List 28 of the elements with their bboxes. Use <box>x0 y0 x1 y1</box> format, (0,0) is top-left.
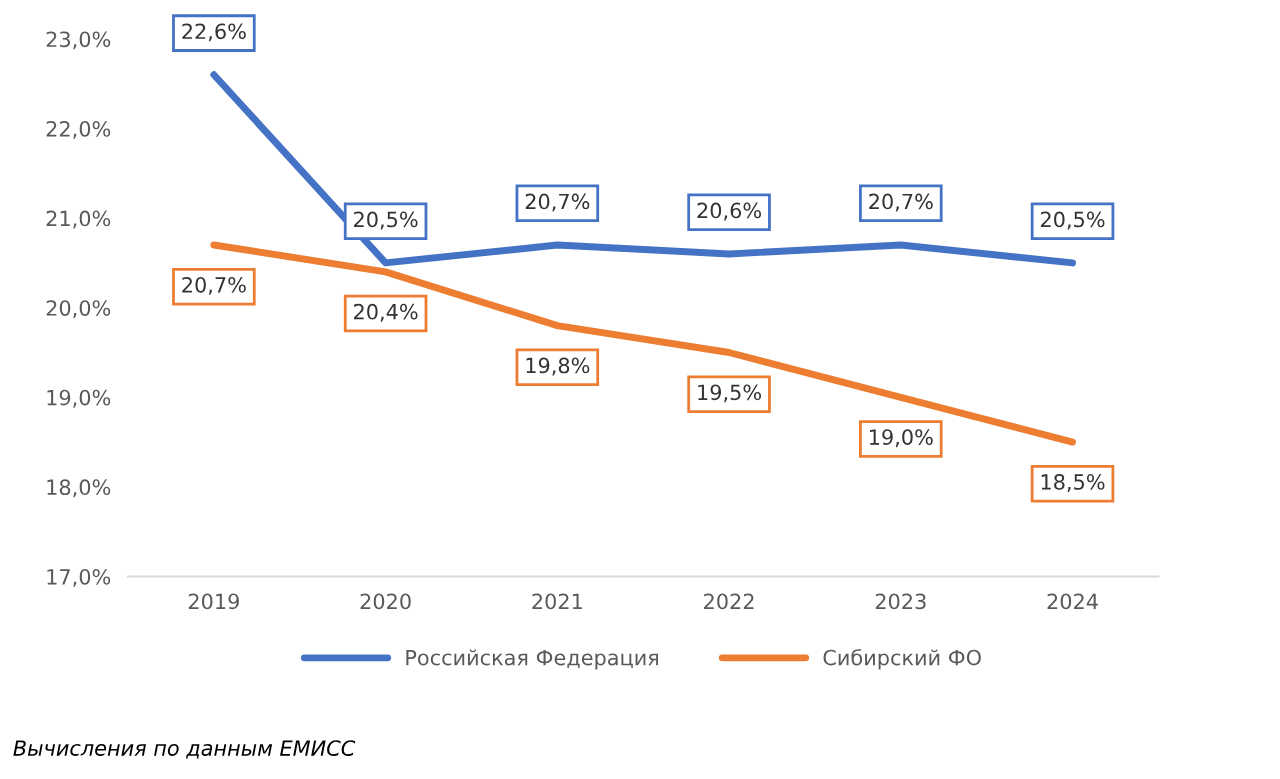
x-tick-label: 2022 <box>704 593 754 610</box>
data-label: 20,6% <box>697 202 762 221</box>
data-label: 19,5% <box>698 384 762 403</box>
data-label: 19,0% <box>870 429 933 448</box>
data-label: 19,8% <box>526 357 590 376</box>
x-tick-label: 2023 <box>875 593 926 610</box>
y-tick-label: 17,0% <box>47 568 111 587</box>
legend-label: Российская Федерация <box>406 649 659 670</box>
text: Вычисления по данным ЕМИСС <box>13 740 356 759</box>
y-tick-label: 22,0% <box>46 120 111 139</box>
x-tick-label: 2020 <box>360 593 411 610</box>
x-tick-label: 2024 <box>1047 593 1098 610</box>
y-tick-label: 18,0% <box>47 479 111 498</box>
y-tick-label: 19,0% <box>47 389 111 408</box>
data-label: 20,7% <box>182 276 246 295</box>
data-label: 18,5% <box>1041 474 1105 492</box>
y-tick-label: 21,0% <box>46 210 111 229</box>
y-tick-label: 23,0% <box>46 31 111 50</box>
data-label: 20,5% <box>354 211 418 230</box>
y-tick-label: 20,0% <box>46 300 111 319</box>
data-label: 20,7% <box>525 193 590 212</box>
legend-label: Сибирский ФО <box>823 648 981 670</box>
data-label: 20,4% <box>354 303 418 322</box>
data-label: 22,6% <box>182 23 246 42</box>
data-label: 20,5% <box>1040 211 1105 230</box>
x-tick-label: 2021 <box>532 593 582 610</box>
data-label: 20,7% <box>869 193 933 212</box>
x-tick-label: 2019 <box>188 593 239 610</box>
